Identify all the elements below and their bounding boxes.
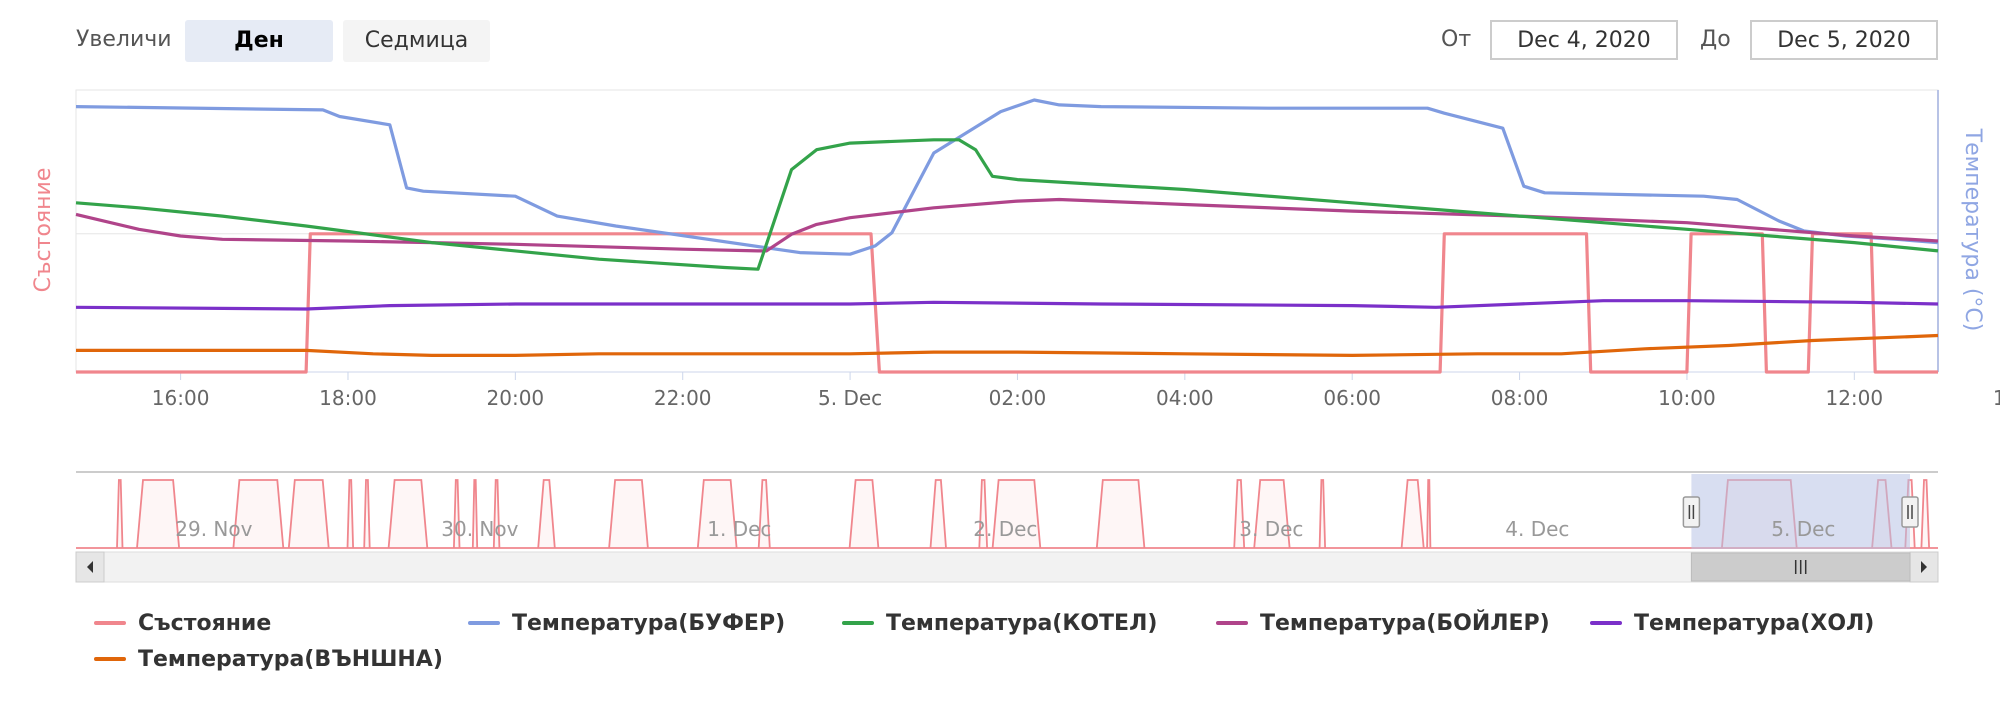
y-axis-left-title: Състояние — [31, 168, 56, 293]
scrollbar[interactable] — [75, 551, 1939, 583]
navigator-date-label: 2. Dec — [973, 517, 1037, 541]
legend-label: Температура(КОТЕЛ) — [886, 610, 1158, 636]
series-group — [75, 98, 1939, 374]
navigator-handle-right[interactable] — [1901, 496, 1919, 528]
scrollbar-right-arrow[interactable] — [1909, 551, 1939, 583]
navigator-background — [76, 472, 1938, 549]
x-tick-label: 5. Dec — [818, 386, 882, 410]
navigator-date-label: 3. Dec — [1239, 517, 1303, 541]
navigator-date-label: 5. Dec — [1771, 517, 1835, 541]
navigator-selection[interactable] — [1691, 474, 1910, 549]
legend-label: Температура(БОЙЛЕР) — [1260, 610, 1550, 636]
series-line-boiler — [75, 197, 1939, 253]
legend-swatch — [94, 657, 126, 661]
x-tick-label: 04:00 — [1156, 386, 1214, 410]
x-tick-label: 12:00 — [1825, 386, 1883, 410]
legend-label: Температура(ВЪНШНА) — [138, 646, 443, 672]
navigator-date-label: 29. Nov — [175, 517, 252, 541]
legend-swatch — [1590, 621, 1622, 625]
legend-item-boiler[interactable]: Температура(БОЙЛЕР) — [1216, 608, 1550, 638]
navigator[interactable]: 29. Nov 30. Nov 1. Dec 2. Dec 3. Dec 4. Dec 5.… — [75, 471, 1939, 583]
scrollbar-thumb[interactable] — [1690, 552, 1911, 582]
plot-background — [75, 89, 1939, 373]
legend-label: Състояние — [138, 610, 272, 636]
navigator-date-label: 4. Dec — [1505, 517, 1569, 541]
legend-item-state[interactable]: Състояние — [94, 608, 271, 638]
x-tick-label: 14:00 — [1993, 386, 2000, 410]
x-tick-label: 20:00 — [487, 386, 545, 410]
from-label: От — [1441, 27, 1472, 52]
from-date-input[interactable] — [1490, 20, 1678, 60]
legend-item-buffer[interactable]: Температура(БУФЕР) — [468, 608, 785, 638]
x-tick-label: 02:00 — [989, 386, 1047, 410]
navigator-state-series — [76, 479, 1938, 549]
legend-label: Температура(ХОЛ) — [1634, 610, 1875, 636]
legend-swatch — [1216, 621, 1248, 625]
x-tick-label: 16:00 — [152, 386, 210, 410]
legend-swatch — [842, 621, 874, 625]
x-tick-label: 22:00 — [654, 386, 712, 410]
legend-item-hol[interactable]: Температура(ХОЛ) — [1590, 608, 1874, 638]
series-line-outside — [76, 333, 1939, 357]
to-date-input[interactable] — [1750, 20, 1938, 60]
navigator-date-label: 1. Dec — [707, 517, 771, 541]
zoom-day-button[interactable]: Ден — [185, 20, 333, 62]
legend-swatch — [94, 621, 126, 625]
to-label: До — [1700, 27, 1731, 52]
x-tick-label: 06:00 — [1323, 386, 1381, 410]
scrollbar-track[interactable] — [75, 551, 1939, 583]
scrollbar-left-arrow[interactable] — [75, 551, 105, 583]
series-line-kotel — [75, 138, 1939, 271]
y-axis-right-title: Температура (°C) — [1960, 128, 1985, 332]
legend-swatch — [468, 621, 500, 625]
navigator-handle-left[interactable] — [1682, 496, 1701, 528]
zoom-label: Увеличи — [76, 27, 172, 52]
x-tick-label: 08:00 — [1491, 386, 1549, 410]
temperature-chart: 16:00 18:00 20:00 22:00 5. Dec 02:00 04:00 06:0… — [31, 89, 2000, 583]
x-tick-label: 10:00 — [1658, 386, 1716, 410]
series-line-buffer — [75, 98, 1939, 256]
legend-label: Температура(БУФЕР) — [512, 610, 786, 636]
range-toolbar: Увеличи Ден Седмица От До — [0, 0, 2000, 80]
legend-item-outside[interactable]: Температура(ВЪНШНА) — [94, 644, 443, 674]
zoom-week-button[interactable]: Седмица — [343, 20, 490, 62]
legend-item-kotel[interactable]: Температура(КОТЕЛ) — [842, 608, 1157, 638]
x-axis: 16:00 18:00 20:00 22:00 5. Dec 02:00 04:00 06:0… — [152, 372, 2000, 410]
series-line-hol — [75, 299, 1939, 311]
navigator-date-label: 30. Nov — [441, 517, 518, 541]
x-tick-label: 18:00 — [319, 386, 377, 410]
